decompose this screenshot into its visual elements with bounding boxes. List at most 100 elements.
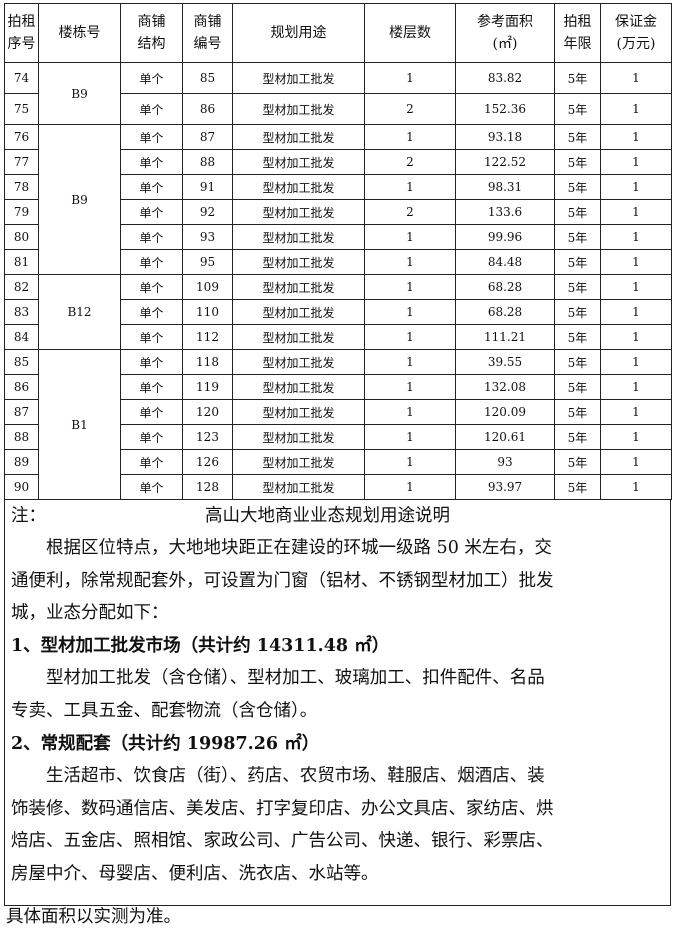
floors-cell: 1 [364,249,456,275]
table-row: 83 单个 110 型材加工批发 1 68.28 5年 1 [4,299,672,325]
notes-line: 2、常规配套（共计约 19987.26 ㎡） [11,733,320,754]
area-cell: 111.21 [455,324,555,350]
floors-cell: 1 [364,324,456,350]
notes-line: 生活超市、饮食店（街）、药店、农贸市场、鞋服店、烟酒店、装 [11,766,545,787]
planned-use-cell: 型材加工批发 [232,449,365,475]
floors-cell: 1 [364,449,456,475]
floors-cell: 1 [364,274,456,300]
planned-use-cell: 型材加工批发 [232,424,365,450]
column-header: 拍租 年限 [554,3,601,63]
shop-no-cell: 112 [182,324,233,350]
lease-term-cell: 5年 [554,274,601,300]
shop-no-cell: 95 [182,249,233,275]
lease-no-cell: 74 [4,62,39,94]
shop-no-cell: 118 [182,349,233,375]
planned-use-cell: 型材加工批发 [232,249,365,275]
shop-no-cell: 85 [182,62,233,94]
shop-structure-cell: 单个 [120,424,183,450]
lease-no-cell: 84 [4,324,39,350]
deposit-cell: 1 [600,62,672,94]
lease-term-cell: 5年 [554,93,601,125]
notes-line: 1、型材加工批发市场（共计约 14311.48 ㎡） [11,635,390,656]
area-cell: 93.18 [455,124,555,150]
shop-no-cell: 110 [182,299,233,325]
shop-structure-cell: 单个 [120,174,183,200]
shop-structure-cell: 单个 [120,374,183,400]
shop-structure-cell: 单个 [120,224,183,250]
notes-line: 型材加工批发（含仓储）、型材加工、玻璃加工、扣件配件、名品 [11,668,545,689]
floors-cell: 1 [364,174,456,200]
shop-no-cell: 93 [182,224,233,250]
deposit-cell: 1 [600,299,672,325]
area-cell: 98.31 [455,174,555,200]
area-cell: 83.82 [455,62,555,94]
deposit-cell: 1 [600,424,672,450]
lease-term-cell: 5年 [554,149,601,175]
shop-structure-cell: 单个 [120,399,183,425]
planned-use-cell: 型材加工批发 [232,349,365,375]
notes-label: 注： [11,506,46,526]
lease-no-cell: 81 [4,249,39,275]
shop-structure-cell: 单个 [120,199,183,225]
lease-no-cell: 78 [4,174,39,200]
header-row: 拍租 序号 楼栋号 商铺 结构 商铺 编号 规划用途 楼层数 参考面积 (㎡) 拍租 年限 保证… [4,3,672,63]
lease-term-cell: 5年 [554,474,601,500]
area-cell: 152.36 [455,93,555,125]
column-header: 楼层数 [364,3,456,63]
planned-use-cell: 型材加工批发 [232,274,365,300]
lease-term-cell: 5年 [554,324,601,350]
lease-term-cell: 5年 [554,224,601,250]
deposit-cell: 1 [600,324,672,350]
table-row: 74 B9 单个 85 型材加工批发 1 83.82 5年 1 [4,62,672,125]
table-row: 85 B1 单个 118 型材加工批发 1 39.55 5年 1 [4,349,672,500]
lease-no-cell: 89 [4,449,39,475]
floors-cell: 2 [364,149,456,175]
building-cell: B1 [38,349,121,500]
planned-use-cell: 型材加工批发 [232,474,365,500]
deposit-cell: 1 [600,374,672,400]
floors-cell: 1 [364,474,456,500]
table-row: 81 单个 95 型材加工批发 1 84.48 5年 1 [4,249,672,275]
deposit-cell: 1 [600,399,672,425]
table-row: 82 B12 单个 109 型材加工批发 1 68.28 5年 1 [4,274,672,350]
shop-structure-cell: 单个 [120,324,183,350]
planned-use-cell: 型材加工批发 [232,62,365,94]
area-cell: 99.96 [455,224,555,250]
deposit-cell: 1 [600,124,672,150]
deposit-cell: 1 [600,93,672,125]
notes-line: 焙店、五金店、照相馆、家政公司、广告公司、快递、银行、彩票店、 [11,831,554,852]
lease-no-cell: 86 [4,374,39,400]
notes-line: 专卖、工具五金、配套物流（含仓储）。 [11,701,318,721]
floors-cell: 1 [364,349,456,375]
shop-no-cell: 92 [182,199,233,225]
area-cell: 133.6 [455,199,555,225]
lease-term-cell: 5年 [554,62,601,94]
lease-table: 拍租 序号 楼栋号 商铺 结构 商铺 编号 规划用途 楼层数 参考面积 (㎡) 拍租 年限 保证… [4,3,672,500]
deposit-cell: 1 [600,274,672,300]
lease-term-cell: 5年 [554,424,601,450]
shop-no-cell: 120 [182,399,233,425]
area-cell: 68.28 [455,274,555,300]
column-header: 商铺 结构 [120,3,183,63]
shop-structure-cell: 单个 [120,299,183,325]
lease-no-cell: 77 [4,149,39,175]
lease-term-cell: 5年 [554,399,601,425]
lease-no-cell: 87 [4,399,39,425]
shop-structure-cell: 单个 [120,93,183,125]
planned-use-cell: 型材加工批发 [232,224,365,250]
notes-footer: 具体面积以实测为准。 [6,907,181,927]
lease-term-cell: 5年 [554,199,601,225]
building-cell: B9 [38,124,121,275]
planned-use-cell: 型材加工批发 [232,324,365,350]
lease-term-cell: 5年 [554,174,601,200]
floors-cell: 1 [364,374,456,400]
floors-cell: 2 [364,93,456,125]
column-header: 参考面积 (㎡) [455,3,555,63]
lease-term-cell: 5年 [554,249,601,275]
shop-structure-cell: 单个 [120,474,183,500]
notes-line: 饰装修、数码通信店、美发店、打字复印店、办公文具店、家纺店、烘 [11,798,554,819]
building-cell: B9 [38,62,121,125]
document: 拍租 序号 楼栋号 商铺 结构 商铺 编号 规划用途 楼层数 参考面积 (㎡) 拍租 年限 保证… [4,3,672,906]
table-row: 77 单个 88 型材加工批发 2 122.52 5年 1 [4,149,672,175]
area-cell: 84.48 [455,249,555,275]
